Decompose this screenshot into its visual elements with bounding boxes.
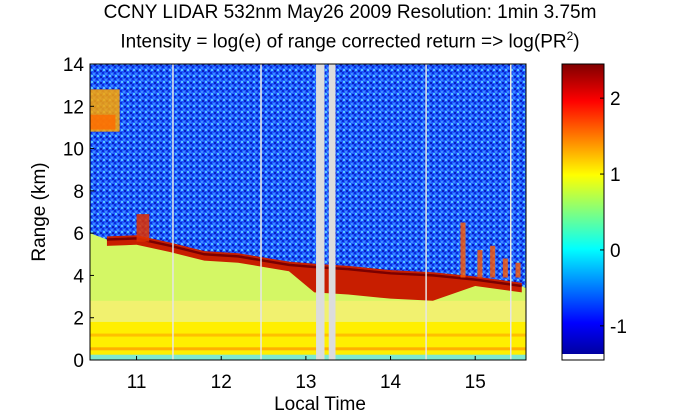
- missing-data-block: [328, 64, 336, 360]
- y-tick-label: 14: [63, 55, 85, 76]
- colorbar: [562, 64, 604, 360]
- x-tick-label: 15: [465, 372, 486, 393]
- surface-band-lower: [90, 347, 526, 351]
- mixed-layer-band: [90, 300, 526, 322]
- y-tick-label: 6: [73, 224, 84, 245]
- subtitle-text-end: ): [573, 31, 580, 53]
- cloud-plume: [460, 222, 466, 278]
- high-cloud-core: [90, 114, 116, 130]
- y-tick-label: 12: [63, 97, 84, 118]
- surface-band-upper: [90, 333, 526, 337]
- plot-frame: [89, 63, 527, 361]
- y-tick-label: 8: [73, 182, 84, 203]
- x-tick-label: 14: [380, 372, 402, 393]
- chart-subtitle: Intensity = log(e) of range corrected re…: [0, 25, 700, 53]
- subtitle-text: Intensity = log(e) of range corrected re…: [120, 31, 567, 53]
- colorbar-frame: [561, 63, 605, 361]
- cloud-plume: [136, 214, 150, 242]
- x-tick-label: 13: [295, 372, 316, 393]
- y-tick-label: 0: [73, 351, 84, 372]
- y-tick-label: 2: [73, 309, 84, 330]
- y-tick-label: 4: [73, 266, 84, 287]
- x-tick-label: 12: [211, 372, 232, 393]
- ground-strip: [90, 354, 526, 360]
- y-tick-label: 10: [63, 140, 84, 161]
- cloud-base-line: [106, 237, 522, 288]
- colorbar-end-cap: [562, 354, 604, 360]
- chart-title: CCNY LIDAR 532nm May26 2009 Resolution: …: [103, 2, 597, 23]
- subtitle-superscript: 2: [566, 29, 574, 43]
- cloud-plume: [477, 250, 483, 278]
- colorbar-tick-label: 0: [610, 241, 621, 262]
- cloud-plume: [490, 245, 496, 278]
- cloud-plume: [515, 262, 521, 278]
- x-tick-label: 11: [127, 372, 147, 393]
- y-axis-label: Range (km): [29, 162, 50, 262]
- colorbar-tick-label: 2: [610, 89, 621, 110]
- colorbar-tick-label: -1: [610, 317, 627, 338]
- missing-data-block: [316, 64, 325, 360]
- surface-layer: [90, 321, 526, 360]
- colorbar-tick-label: 1: [610, 165, 621, 186]
- x-axis-label: Local Time: [274, 394, 366, 415]
- cloud-plume: [502, 258, 508, 278]
